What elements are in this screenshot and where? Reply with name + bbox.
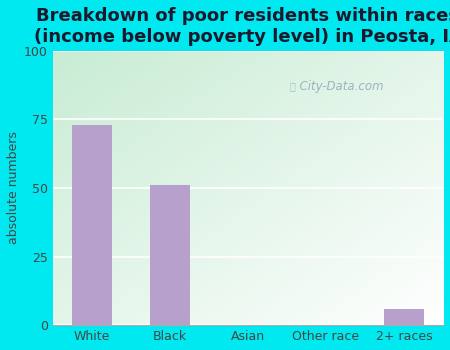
Bar <box>72 125 112 325</box>
Y-axis label: absolute numbers: absolute numbers <box>7 132 20 244</box>
Title: Breakdown of poor residents within races
(income below poverty level) in Peosta,: Breakdown of poor residents within races… <box>33 7 450 47</box>
Bar <box>149 185 190 325</box>
Bar <box>384 309 424 325</box>
Text: 🔍: 🔍 <box>290 82 296 91</box>
Text: City-Data.com: City-Data.com <box>292 80 383 93</box>
